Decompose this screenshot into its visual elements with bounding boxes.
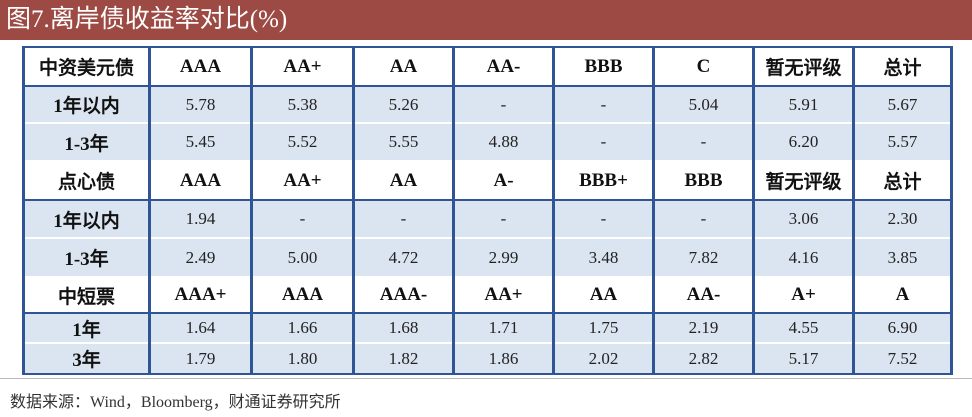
cell: C	[652, 46, 755, 87]
cell: AA-	[652, 276, 755, 314]
cell: 5.57	[852, 123, 953, 162]
row-label: 1年以内	[22, 200, 151, 239]
row-label: 1-3年	[22, 238, 151, 278]
cell: 1.75	[552, 313, 655, 344]
cell: 5.52	[250, 123, 355, 162]
header-row: 中资美元债 AAA AA+ AA AA- BBB C 暂无评级 总计	[22, 46, 953, 87]
cell: 7.52	[852, 343, 953, 375]
data-row: 1年以内 1.94- - - - -3.06 2.30	[22, 200, 953, 239]
row-label: 1年	[22, 313, 151, 344]
cell: AA	[352, 160, 455, 201]
cell: 1.64	[148, 313, 253, 344]
cell: 1.86	[452, 343, 555, 375]
cell: A+	[752, 276, 855, 314]
divider	[0, 378, 972, 379]
cell: AA	[352, 46, 455, 87]
cell: A	[852, 276, 953, 314]
header-row: 点心债 AAA AA+ AA A- BBB+ BBB 暂无评级 总计	[22, 160, 953, 201]
cell: 1.71	[452, 313, 555, 344]
data-row: 1-3年 5.45 5.52 5.55 4.88- -6.20 5.57	[22, 123, 953, 162]
cell: 2.19	[652, 313, 755, 344]
cell: BBB	[652, 160, 755, 201]
cell: 2.02	[552, 343, 655, 375]
cell: 1.79	[148, 343, 253, 375]
cell: AA+	[250, 46, 355, 87]
cell: AAA	[148, 46, 253, 87]
cell: A-	[452, 160, 555, 201]
cell: BBB	[552, 46, 655, 87]
cell: -	[352, 200, 455, 239]
data-row: 3年 1.79 1.80 1.82 1.86 2.02 2.82 5.17 7.52	[22, 343, 953, 375]
cell: -	[552, 200, 655, 239]
cell: 5.91	[752, 86, 855, 124]
yield-table: 中资美元债 AAA AA+ AA AA- BBB C 暂无评级 总计 1年以内 5.78 5.38 5.…	[22, 46, 953, 375]
cell: 暂无评级	[752, 160, 855, 201]
cell: 5.17	[752, 343, 855, 375]
row-label: 中短票	[22, 276, 151, 314]
cell: 2.30	[852, 200, 953, 239]
cell: -	[452, 86, 555, 124]
row-label: 1-3年	[22, 123, 151, 162]
cell: -	[652, 123, 755, 162]
cell: 5.04	[652, 86, 755, 124]
cell: BBB+	[552, 160, 655, 201]
cell: 总计	[852, 160, 953, 201]
cell: 1.68	[352, 313, 455, 344]
cell: 5.26	[352, 86, 455, 124]
cell: AA-	[452, 46, 555, 87]
cell: -	[552, 123, 655, 162]
title-bar: 图7.离岸债收益率对比(%)	[0, 0, 972, 40]
cell: 2.49	[148, 238, 253, 278]
cell: 3.85	[852, 238, 953, 278]
cell: 5.00	[250, 238, 355, 278]
cell: 2.82	[652, 343, 755, 375]
cell: 4.88	[452, 123, 555, 162]
row-label: 1年以内	[22, 86, 151, 124]
cell: AAA-	[352, 276, 455, 314]
cell: AA+	[250, 160, 355, 201]
cell: -	[250, 200, 355, 239]
cell: 6.90	[852, 313, 953, 344]
cell: AA+	[452, 276, 555, 314]
cell: 5.38	[250, 86, 355, 124]
cell: 5.67	[852, 86, 953, 124]
cell: AA	[552, 276, 655, 314]
cell: -	[552, 86, 655, 124]
cell: -	[652, 200, 755, 239]
data-row: 1-3年 2.49 5.00 4.72 2.99 3.48 7.82 4.16 3.85	[22, 238, 953, 278]
cell: 6.20	[752, 123, 855, 162]
cell: 1.94	[148, 200, 253, 239]
cell: 1.82	[352, 343, 455, 375]
cell: 5.45	[148, 123, 253, 162]
row-label: 点心债	[22, 160, 151, 201]
row-label: 3年	[22, 343, 151, 375]
data-row: 1年 1.64 1.66 1.68 1.71 1.75 2.19 4.55 6.90	[22, 313, 953, 344]
cell: 4.55	[752, 313, 855, 344]
row-label: 中资美元债	[22, 46, 151, 87]
cell: 7.82	[652, 238, 755, 278]
header-row: 中短票 AAA+ AAA AAA- AA+ AA AA- A+ A	[22, 276, 953, 314]
cell: 4.16	[752, 238, 855, 278]
cell: 3.06	[752, 200, 855, 239]
cell: 1.80	[250, 343, 355, 375]
cell: AAA+	[148, 276, 253, 314]
cell: 5.78	[148, 86, 253, 124]
cell: 暂无评级	[752, 46, 855, 87]
cell: 1.66	[250, 313, 355, 344]
source-note: 数据来源：Wind，Bloomberg，财通证券研究所	[10, 394, 341, 411]
cell: 5.55	[352, 123, 455, 162]
cell: 2.99	[452, 238, 555, 278]
cell: AAA	[148, 160, 253, 201]
cell: 4.72	[352, 238, 455, 278]
cell: 3.48	[552, 238, 655, 278]
cell: AAA	[250, 276, 355, 314]
data-row: 1年以内 5.78 5.38 5.26- -5.04 5.91 5.67	[22, 86, 953, 124]
cell: 总计	[852, 46, 953, 87]
cell: -	[452, 200, 555, 239]
